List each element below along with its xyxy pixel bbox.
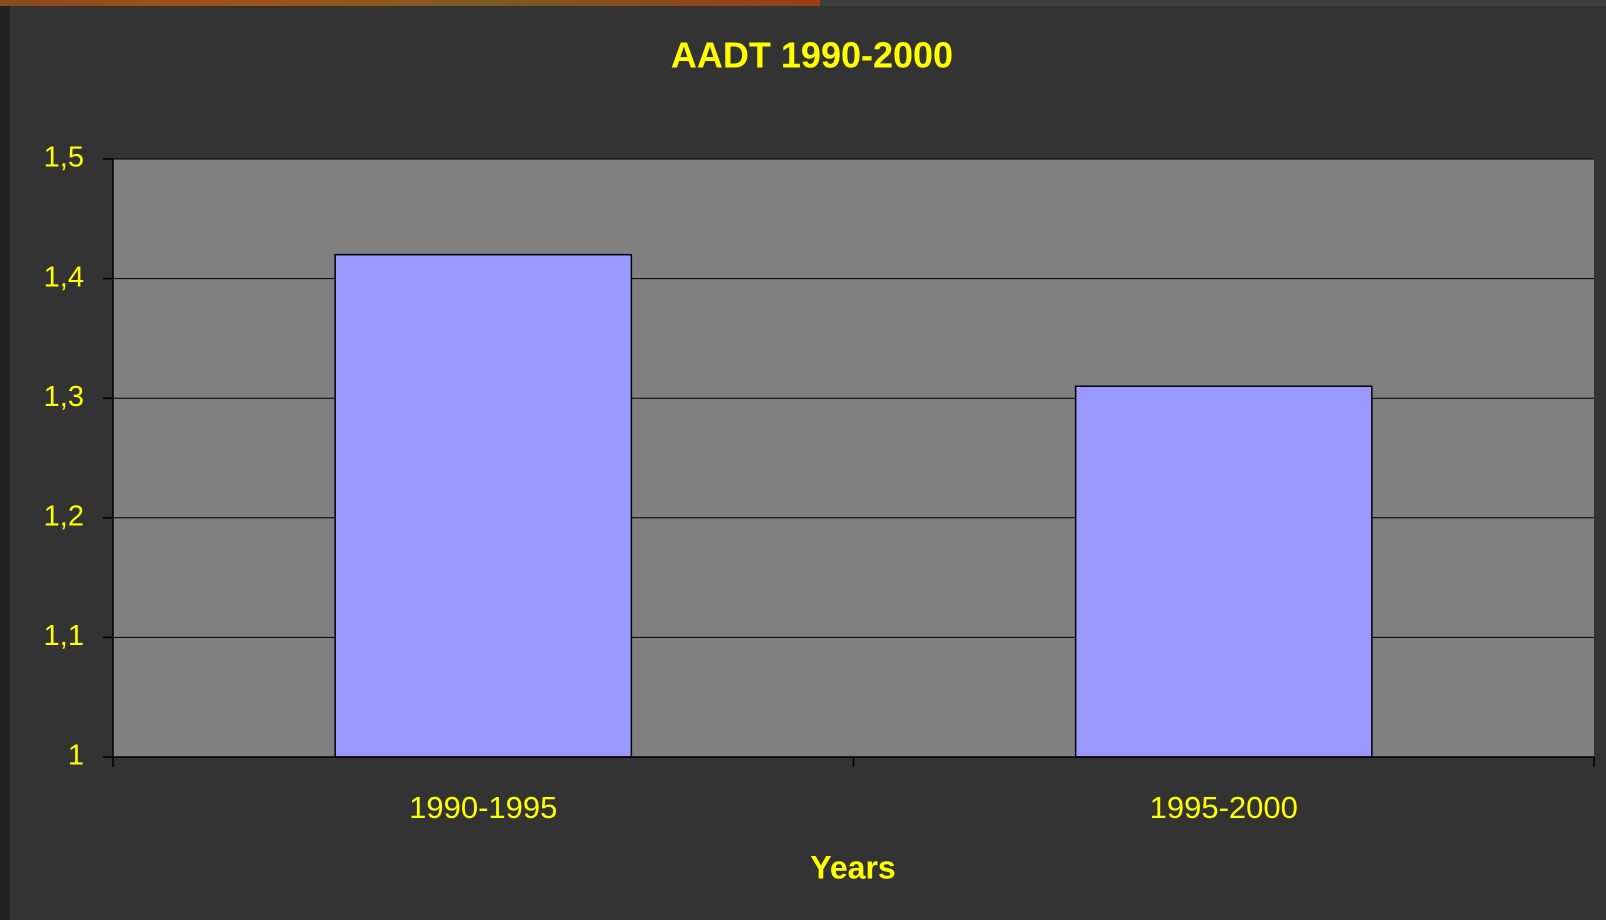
bar	[1074, 385, 1373, 758]
bar	[334, 253, 633, 758]
x-tick-label: 1995-2000	[1150, 790, 1298, 825]
x-tick-label: 1990-1995	[409, 790, 557, 825]
y-tick-label: 1,1	[44, 620, 84, 652]
chart-title: AADT 1990-2000	[671, 35, 953, 76]
y-tick-label: 1,5	[44, 142, 84, 174]
left-strip	[0, 0, 10, 920]
y-tick-label: 1,4	[44, 261, 84, 293]
x-axis-label: Years	[810, 849, 895, 885]
y-tick-label: 1	[68, 740, 84, 772]
y-tick-label: 1,2	[44, 500, 84, 532]
top-decoration	[0, 0, 820, 6]
y-tick-label: 1,3	[44, 381, 84, 413]
top-strip	[820, 0, 1606, 6]
